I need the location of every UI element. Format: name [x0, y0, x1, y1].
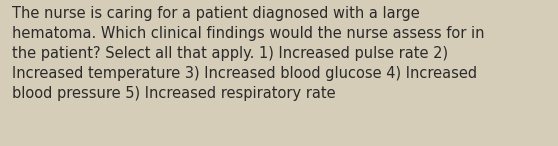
Text: The nurse is caring for a patient diagnosed with a large
hematoma. Which clinica: The nurse is caring for a patient diagno… [12, 6, 485, 101]
